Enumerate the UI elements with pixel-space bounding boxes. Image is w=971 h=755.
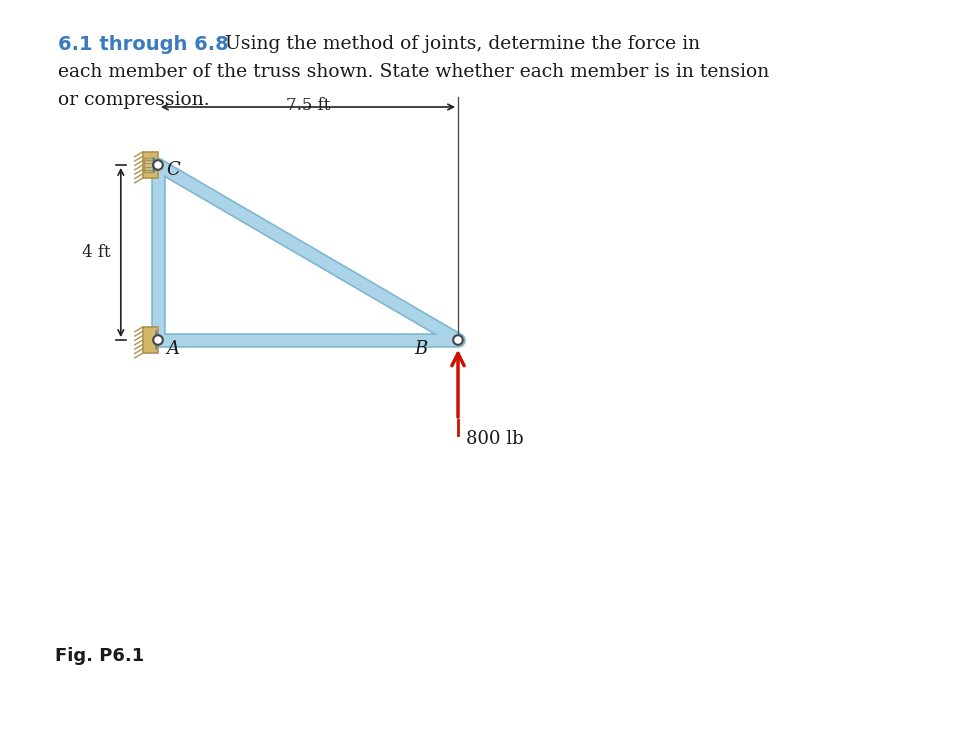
Polygon shape <box>156 331 158 350</box>
Text: A: A <box>166 340 179 358</box>
Text: B: B <box>415 340 428 358</box>
Text: 800 lb: 800 lb <box>466 430 523 448</box>
Polygon shape <box>153 157 158 173</box>
Text: each member of the truss shown. State whether each member is in tension: each member of the truss shown. State wh… <box>58 63 769 81</box>
Text: 7.5 ft: 7.5 ft <box>285 97 330 114</box>
Text: C: C <box>166 161 180 179</box>
Text: 4 ft: 4 ft <box>83 244 111 261</box>
Text: Fig. P6.1: Fig. P6.1 <box>55 647 145 665</box>
Bar <box>143 327 158 353</box>
Bar <box>143 152 158 178</box>
Bar <box>144 159 153 171</box>
Text: or compression.: or compression. <box>58 91 210 109</box>
Circle shape <box>453 335 463 345</box>
Circle shape <box>153 160 163 170</box>
Circle shape <box>153 335 163 345</box>
Text: 6.1 through 6.8: 6.1 through 6.8 <box>58 35 229 54</box>
Text: Using the method of joints, determine the force in: Using the method of joints, determine th… <box>213 35 700 53</box>
